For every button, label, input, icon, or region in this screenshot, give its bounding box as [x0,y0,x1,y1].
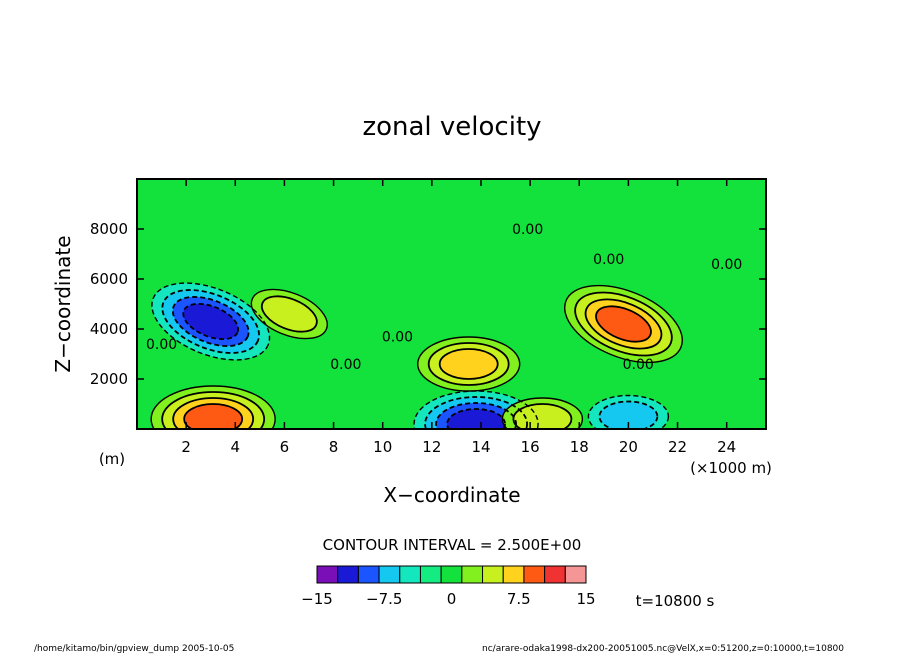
x-tick-label: 16 [521,438,540,456]
footer-right: nc/arare-odaka1998-dx200-20051005.nc@Vel… [482,644,844,654]
x-tick-label: 24 [717,438,736,456]
colorbar-tick-label: 7.5 [507,590,531,608]
contour-line [150,385,276,429]
x-tick-label: 2 [181,438,191,456]
colorbar-tick-label: −15 [301,590,333,608]
contour-line [512,403,573,429]
contour-line [416,336,521,392]
x-tick-label: 8 [329,438,339,456]
colorbar-swatch [482,565,504,584]
contour-line [595,305,652,343]
contour-line [182,302,240,341]
x-tick-label: 20 [619,438,638,456]
y-tick-label: 2000 [90,370,128,388]
x-tick-label: 12 [422,438,441,456]
colorbar-tick-label: 0 [447,590,457,608]
colorbar-tick-label: 15 [576,590,595,608]
contour-label: 0.00 [711,257,742,273]
plot-frame [136,178,767,430]
field-level [599,401,658,429]
footer-left: /home/kitamo/bin/gpview_dump 2005-10-05 [34,644,234,654]
colorbar-swatch [399,565,421,584]
colorbar-swatch [544,565,566,584]
colorbar-swatch [523,565,546,584]
colorbar-swatch [419,565,442,584]
contour-line [260,295,318,333]
contour-line [151,282,271,361]
y-tick-label: 6000 [90,270,128,288]
y-tick-label: 4000 [90,320,128,338]
contour-line [161,289,260,354]
contour-label: 0.00 [593,252,624,268]
field-level [184,404,243,429]
contour-line [584,298,663,350]
colorbar-swatch [564,565,587,584]
x-axis-ticks: 2 4 6 8 10 12 14 16 18 20 22 24 [181,179,736,456]
colorbar-tick-label: −7.5 [366,590,402,608]
x-tick-label: 22 [668,438,687,456]
contour-label: 0.00 [623,357,654,373]
x-tick-label: 6 [280,438,290,456]
y-axis-label: Z−coordinate [51,235,75,372]
contour-line [171,296,250,347]
time-label: t=10800 s [636,592,715,610]
y-tick-label: 8000 [90,220,128,238]
y-axis-ticks: 2000 4000 6000 8000 [90,220,766,388]
contour-label: 0.00 [512,222,543,238]
contour-line [574,291,673,357]
contour-line [501,397,584,429]
colorbar-swatch [440,565,463,584]
contour-label: 0.00 [330,357,361,373]
y-axis-unit: (m) [99,450,125,468]
contour-line [446,408,506,429]
colorbar-swatch [502,565,525,584]
field-level [439,349,498,379]
x-tick-label: 10 [373,438,392,456]
contour-line [161,391,266,429]
contour-label: 0.00 [382,330,413,346]
chart-title: zonal velocity [362,112,541,142]
colorbar-tick-labels: −15 −7.5 0 7.5 15 [301,590,595,608]
contour-line [172,397,255,429]
colorbar-swatch [461,565,484,584]
contour-line [424,396,528,429]
contour-lines [150,282,683,429]
x-tick-label: 18 [570,438,589,456]
contour-interval-label: CONTOUR INTERVAL = 2.500E+00 [323,536,582,554]
x-axis-unit: (×1000 m) [690,459,772,477]
contour-line [598,400,659,429]
colorbar-swatch [357,565,380,584]
plot-area: 0.000.00 0.000.00 0.000.00 0.00 2 4 6 8 10 12 14 1… [90,178,767,456]
field-level [447,409,506,429]
colorbar-swatch [378,565,401,584]
contour-line [250,288,328,340]
contour-line [563,284,683,364]
contour-line [413,390,539,429]
colorbar-swatch [337,565,359,584]
contour-labels: 0.00 0.00 0.00 0.00 0.00 0.00 0.00 [146,222,742,373]
x-axis-label: X−coordinate [383,483,520,507]
contour-line [438,348,499,380]
contour-label: 0.00 [146,337,177,353]
x-tick-label: 4 [231,438,241,456]
x-tick-label: 14 [471,438,490,456]
contour-line [427,342,510,386]
colorbar [316,565,587,584]
contour-line [587,394,670,429]
colorbar-swatch [316,565,339,584]
contour-line [183,403,244,429]
